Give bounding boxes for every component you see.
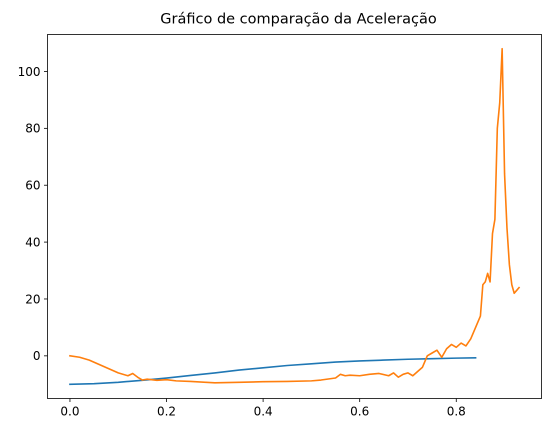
x-tick-label: 0.0: [60, 405, 79, 419]
axes-layer: 0.0 0.2 0.4 0.6 0.8 0 20 40 60 80 100: [18, 34, 542, 419]
series-line-1: [69, 357, 477, 386]
y-tick-label: 80: [25, 122, 40, 136]
series-line-2: [69, 47, 521, 384]
y-tick-label: 20: [25, 292, 40, 306]
x-tick-label: 0.4: [254, 405, 273, 419]
y-tick-label: 60: [25, 179, 40, 193]
chart-title: Gráfico de comparação da Aceleração: [160, 12, 437, 28]
y-tick-label: 100: [18, 65, 41, 79]
x-tick-label: 0.2: [157, 405, 176, 419]
axes-frame: [47, 34, 542, 399]
x-tick-label: 0.6: [350, 405, 369, 419]
x-tick-label: 0.8: [447, 405, 466, 419]
y-tick-label: 40: [25, 235, 40, 249]
series-layer: [69, 47, 521, 386]
y-tick-label: 0: [33, 349, 41, 363]
